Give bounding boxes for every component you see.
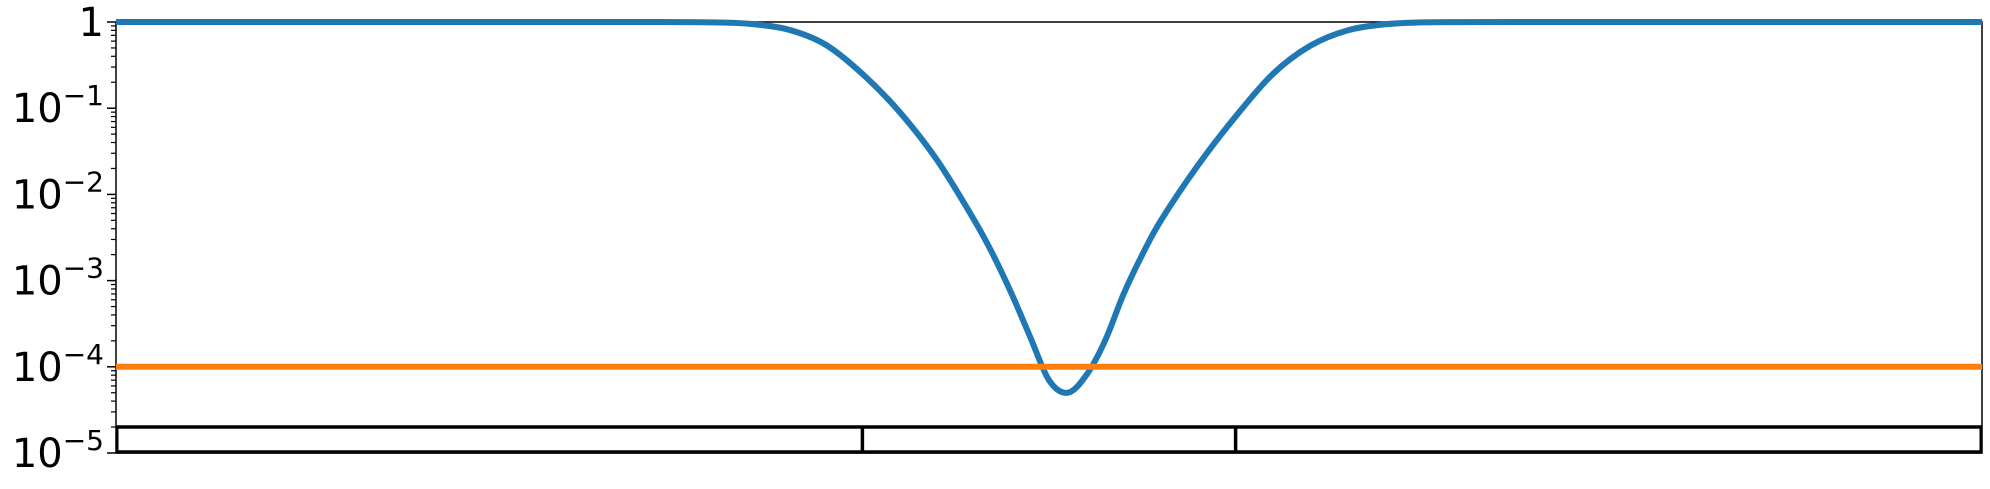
y-tick-exponent: −4	[63, 338, 104, 371]
y-tick-exponent: −5	[63, 424, 104, 457]
bottom-segment-bar	[115, 425, 1983, 454]
y-tick-label: 10−4	[12, 338, 104, 391]
y-tick-base: 10	[12, 345, 63, 391]
y-tick-label: 10−3	[12, 252, 104, 305]
series-line-blue	[115, 18, 1982, 396]
y-tick-exponent: −1	[63, 79, 104, 112]
y-tick-base: 10	[12, 431, 63, 477]
y-tick-base: 10	[12, 259, 63, 305]
y-axis-ticks: 110−110−210−310−410−5	[12, 0, 116, 477]
y-tick-label: 10−2	[12, 165, 104, 218]
series-lines	[115, 18, 1982, 396]
y-tick-base: 10	[12, 172, 63, 218]
y-tick-base: 1	[79, 0, 104, 46]
y-tick-exponent: −3	[63, 252, 104, 285]
y-tick-base: 10	[12, 86, 63, 132]
y-tick-label: 10−1	[12, 79, 104, 132]
y-tick-label: 1	[79, 0, 104, 46]
y-tick-label: 10−5	[12, 424, 104, 477]
axes	[115, 21, 1983, 454]
y-tick-exponent: −2	[63, 165, 104, 198]
plot-frame	[115, 21, 1983, 454]
